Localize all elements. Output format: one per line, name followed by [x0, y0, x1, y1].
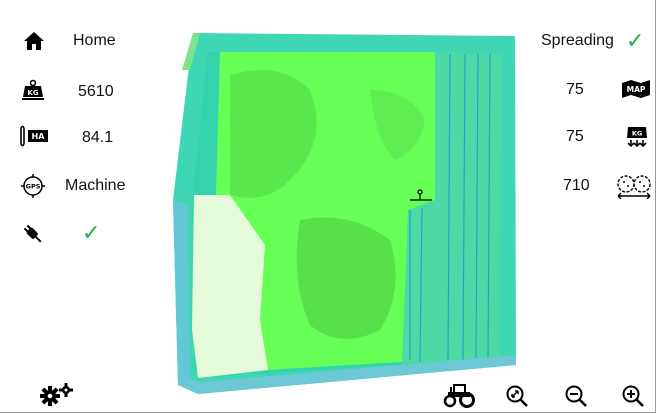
area-ha-icon: HA — [18, 124, 50, 148]
connection-status-check: ✓ — [82, 220, 101, 245]
unspread-area — [192, 195, 268, 378]
zoom-in-icon[interactable] — [620, 383, 646, 409]
zoom-out-icon[interactable] — [563, 383, 589, 409]
gps-icon: GPS — [21, 174, 45, 198]
weight-kg-icon: KG — [20, 78, 46, 102]
svg-text:GPS: GPS — [26, 183, 41, 191]
svg-text:HA: HA — [32, 132, 46, 141]
svg-text:MAP: MAP — [627, 85, 646, 94]
plug-icon — [20, 221, 46, 247]
svg-text:KG: KG — [632, 130, 642, 138]
kg-rate-value: 75 — [566, 128, 584, 145]
ha-value: 84.1 — [82, 129, 114, 146]
tractor-icon[interactable] — [442, 382, 476, 408]
map-icon[interactable]: MAP — [620, 78, 652, 100]
spread-width-value: 710 — [563, 177, 590, 194]
kg-rate-icon[interactable]: KG — [624, 124, 650, 150]
gps-machine-label[interactable]: Machine — [65, 177, 126, 194]
field-map[interactable] — [170, 30, 520, 400]
map-rate-value: 75 — [566, 81, 584, 98]
svg-text:KG: KG — [27, 89, 38, 97]
zoom-fit-icon[interactable] — [504, 383, 530, 409]
spread-width-icon[interactable] — [614, 172, 654, 200]
mode-status-check: ✓ — [626, 28, 645, 53]
kg-value: 5610 — [78, 83, 114, 100]
settings-icon[interactable] — [38, 382, 76, 408]
mode-label[interactable]: Spreading — [541, 32, 614, 49]
home-label[interactable]: Home — [73, 32, 116, 49]
home-icon[interactable] — [22, 29, 46, 53]
machine-marker — [410, 189, 432, 201]
